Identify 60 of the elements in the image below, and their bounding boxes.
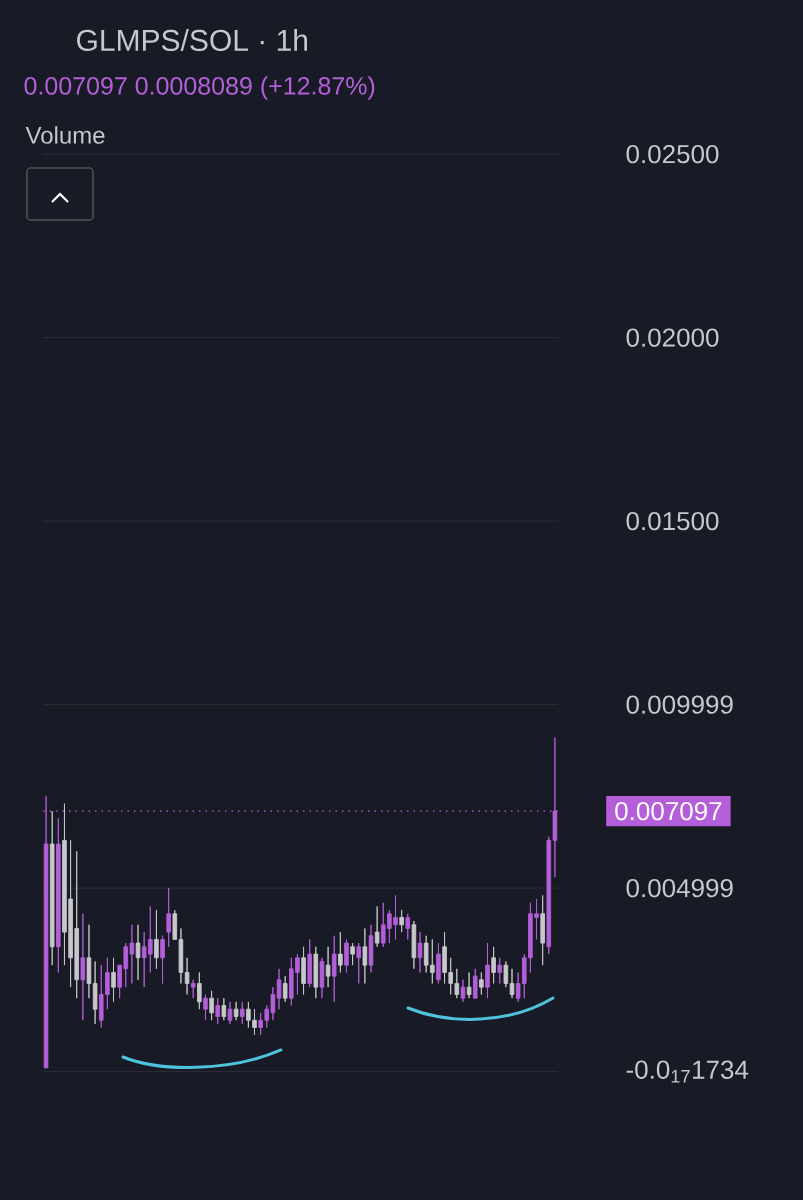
candlestick	[338, 931, 343, 973]
candlestick	[405, 913, 411, 940]
candlestick	[472, 968, 478, 999]
candlestick	[86, 924, 92, 999]
candlestick	[503, 961, 509, 988]
candlestick	[184, 957, 190, 995]
candlestick	[491, 946, 496, 984]
candlestick	[368, 924, 374, 973]
candlestick	[344, 938, 349, 973]
candlestick	[135, 924, 141, 981]
candlestick	[497, 957, 503, 984]
candlestick	[350, 942, 355, 966]
candlestick	[460, 979, 466, 1003]
candlestick	[221, 997, 227, 1021]
candlestick	[49, 810, 55, 966]
candlestick	[331, 935, 337, 1003]
candlestick	[190, 979, 196, 999]
candlestick	[80, 913, 86, 1021]
y-tick-label: 0.02500	[626, 144, 719, 164]
candlestick	[276, 968, 282, 1010]
candlestick	[313, 946, 319, 999]
text: GLMPS/SOL · 1h	[77, 28, 307, 52]
candlestick	[154, 909, 159, 970]
candlestick	[374, 905, 380, 948]
candlestick	[466, 972, 472, 999]
candlestick	[215, 997, 221, 1025]
candlestick	[239, 1001, 245, 1025]
y-tick-label: -0.0$_{17}$1734	[626, 1060, 749, 1083]
candlestick	[399, 909, 404, 933]
candlestick	[160, 935, 165, 984]
candlestick	[411, 920, 417, 970]
candlestick	[362, 927, 368, 984]
candlestick	[301, 946, 306, 995]
candlestick	[203, 994, 208, 1021]
candlestick	[509, 968, 515, 999]
candlestick	[282, 975, 288, 1003]
candlestick	[356, 942, 362, 984]
candlestick	[111, 957, 116, 1003]
y-tick-label: 0.009999	[626, 695, 733, 714]
candlestick	[233, 1001, 239, 1021]
text: 0.007097 0.0008089 (+12.87%)	[24, 76, 375, 100]
candlestick	[417, 931, 423, 973]
y-tick-label: 0.02000	[626, 328, 719, 347]
candlestick	[92, 961, 98, 1025]
candlestick	[56, 817, 61, 973]
ref-line-label: 0.007097	[615, 801, 722, 821]
candlestick	[197, 972, 202, 1010]
y-tick-label: 0.01500	[626, 511, 719, 531]
candlestick	[479, 972, 484, 995]
candlestick	[166, 887, 171, 948]
candlestick	[436, 942, 441, 984]
candlestick	[307, 938, 312, 988]
candlestick	[319, 957, 325, 999]
y-tick-label: 0.004999	[626, 878, 733, 898]
candlestick	[485, 942, 490, 999]
candlestick	[209, 990, 214, 1021]
candlestick	[540, 894, 545, 966]
candlestick	[325, 946, 331, 988]
annotation: Volume	[25, 126, 105, 144]
candlestick	[227, 1001, 233, 1025]
